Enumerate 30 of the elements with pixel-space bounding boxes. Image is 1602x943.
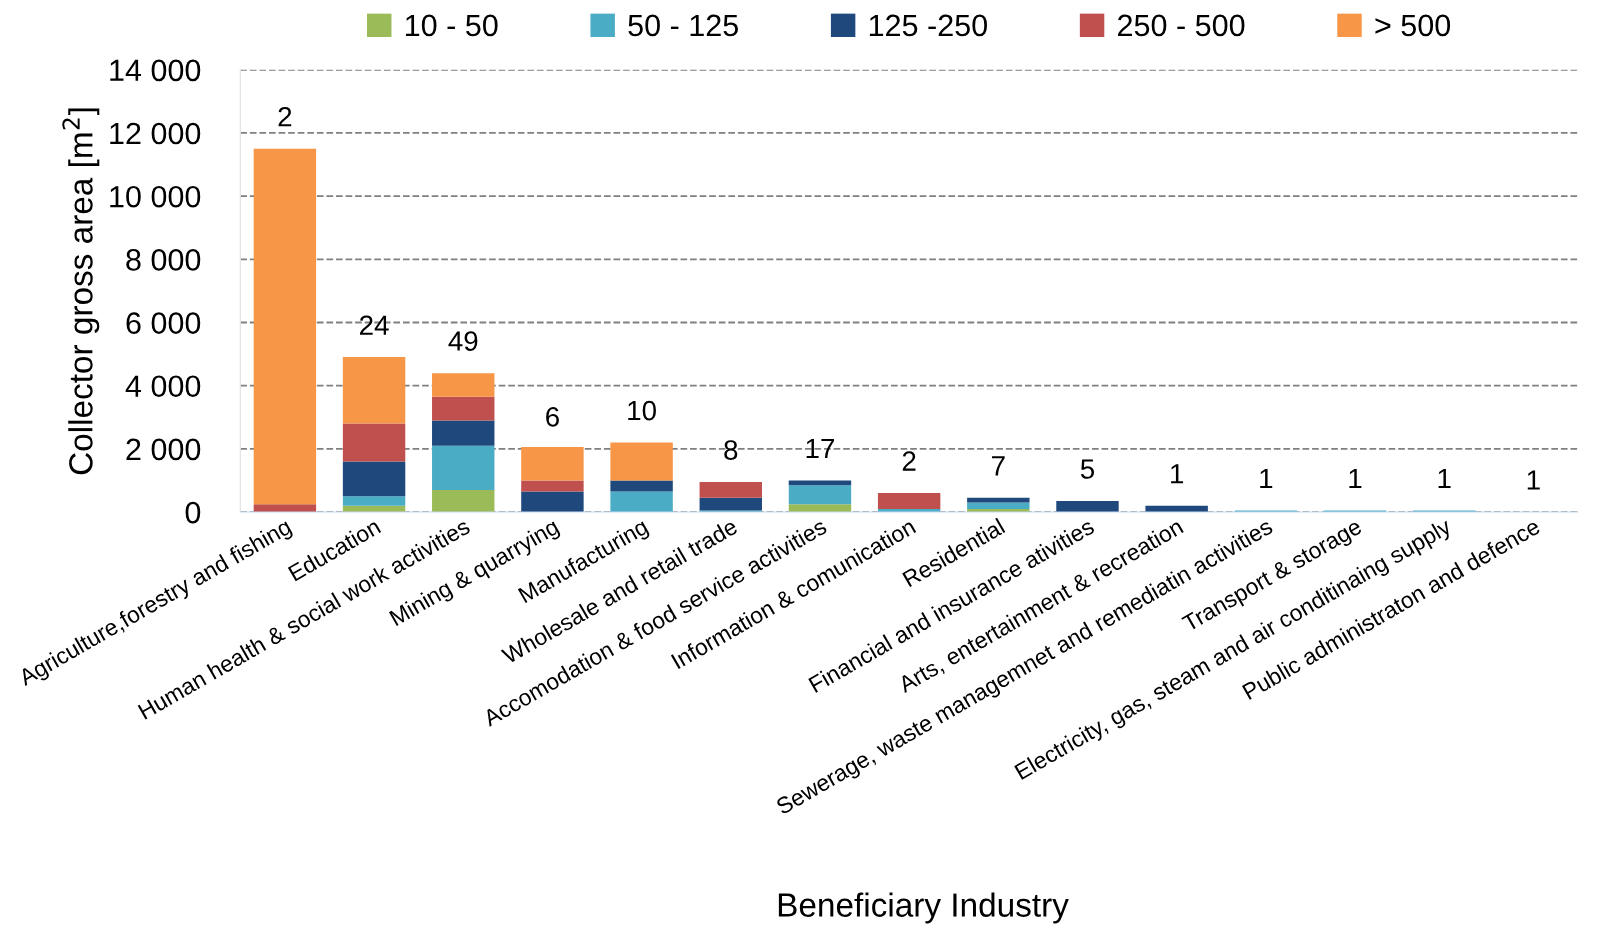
- annotation: 17: [806, 438, 835, 459]
- legend-label: 250 - 500: [1118, 14, 1245, 37]
- y-tick-label: 14 000: [110, 59, 201, 82]
- legend-label: > 500: [1375, 14, 1451, 37]
- annotation: 1: [1527, 470, 1540, 490]
- legend-label: 125 -250: [869, 14, 987, 37]
- annotation: 2: [278, 106, 292, 127]
- annotation: 1: [1171, 464, 1184, 484]
- annotation: 1: [1260, 468, 1273, 489]
- annotation: 6: [546, 407, 559, 427]
- annotation: 8: [724, 440, 738, 460]
- y-axis-title: Collector gross area [m$^{2}$]: [62, 108, 100, 475]
- annotation: 7: [992, 456, 1005, 476]
- y-tick-label: 6 000: [126, 312, 201, 334]
- annotation: 49: [448, 331, 478, 351]
- y-tick-label: 2 000: [126, 438, 201, 461]
- annotation: 24: [360, 315, 389, 335]
- annotation: 1: [1438, 468, 1451, 489]
- annotation: 5: [1080, 459, 1095, 479]
- annotation: 2: [902, 451, 916, 471]
- y-tick-label: 10 000: [110, 185, 201, 208]
- x-axis-title: Beneficiary Industry: [778, 892, 1069, 924]
- annotation: 10: [628, 400, 656, 421]
- y-tick-label: 4 000: [125, 375, 201, 398]
- annotation: 1: [1349, 468, 1362, 489]
- legend-label: 50 - 125: [628, 14, 738, 37]
- y-tick-label: 8 000: [126, 249, 201, 271]
- y-tick-label: 0: [185, 501, 201, 524]
- y-tick-label: 12 000: [110, 122, 201, 145]
- legend-label: 10 - 50: [406, 14, 498, 37]
